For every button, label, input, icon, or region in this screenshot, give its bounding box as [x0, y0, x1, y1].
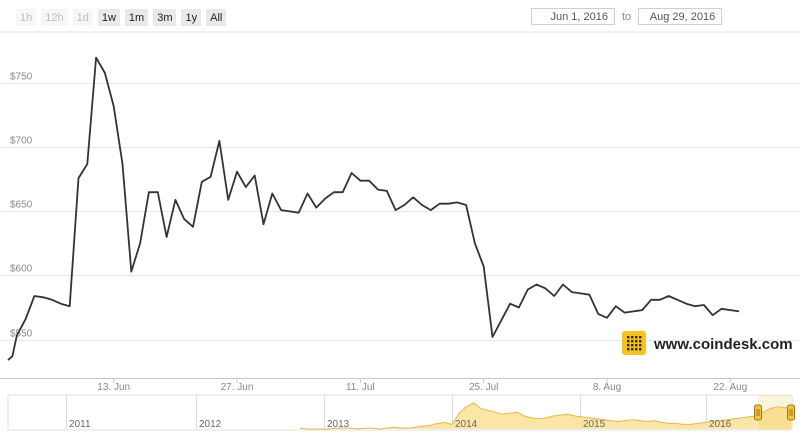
navigator-year-label: 2015 [583, 419, 606, 430]
navigator[interactable]: 2011 2012 2013 2014 2015 2016 [7, 394, 795, 431]
navigator-year-label: 2014 [455, 419, 478, 430]
zoom-button-12h: 12h [41, 9, 68, 26]
navigator-selection[interactable] [758, 395, 791, 430]
x-tick-label: 11. Jul [346, 382, 375, 393]
navigator-right-handle[interactable] [787, 404, 795, 421]
logo-dot [635, 344, 638, 347]
zoom-button-1y[interactable]: 1y [181, 9, 202, 26]
logo-dot [639, 344, 642, 347]
y-tick-label: $750 [10, 72, 33, 83]
logo-dot [627, 348, 630, 351]
price-series [7, 56, 740, 361]
price-line [7, 56, 740, 361]
navigator-year-label: 2012 [199, 419, 222, 430]
y-tick-label: $550 [10, 329, 33, 340]
navigator-year-label: 2011 [69, 419, 91, 430]
y-tick-label: $700 [10, 136, 33, 147]
x-axis: 13. Jun 27. Jun 11. Jul 25. Jul 8. Aug 22. Au… [0, 378, 800, 393]
zoom-button-1d: 1d [72, 9, 93, 26]
logo-dot [639, 348, 642, 351]
zoom-button-1w[interactable]: 1w [97, 9, 120, 26]
date-to-label: to [622, 10, 632, 23]
logo-dot [639, 336, 642, 339]
watermark-text: www.coindesk.com [653, 336, 793, 353]
logo-dot [631, 348, 634, 351]
zoom-button-all[interactable]: All [206, 9, 227, 26]
x-tick-label: 22. Aug [713, 382, 747, 393]
date-range: Jun 1, 2016 to Aug 29, 2016 [531, 8, 723, 25]
watermark: www.coindesk.com [622, 331, 793, 355]
logo-dot [627, 336, 630, 339]
to-date-input[interactable]: Aug 29, 2016 [638, 8, 723, 25]
logo-dot [639, 340, 642, 343]
navigator-left-handle[interactable] [754, 404, 762, 421]
zoom-button-3m[interactable]: 3m [153, 9, 177, 26]
logo-dot [635, 340, 638, 343]
coindesk-logo-icon [622, 331, 646, 355]
y-axis: $550 $600 $650 $700 $750 [10, 72, 33, 340]
x-tick-label: 8. Aug [593, 382, 621, 393]
navigator-year-label: 2013 [327, 419, 350, 430]
y-tick-label: $650 [10, 200, 33, 211]
logo-dot [627, 344, 630, 347]
logo-dot [635, 348, 638, 351]
x-tick-label: 25. Jul [469, 382, 498, 393]
zoom-button-1m[interactable]: 1m [124, 9, 149, 26]
logo-dot [631, 336, 634, 339]
logo-dot [631, 340, 634, 343]
zoom-button-1h: 1h [16, 9, 37, 26]
navigator-area [300, 403, 792, 429]
logo-dot [631, 344, 634, 347]
from-date-input[interactable]: Jun 1, 2016 [531, 8, 615, 25]
logo-dot [635, 336, 638, 339]
navigator-line [299, 402, 793, 430]
x-tick-label: 13. Jun [97, 382, 130, 393]
logo-dot [627, 340, 630, 343]
navigator-year-label: 2016 [709, 419, 732, 430]
x-tick-label: 27. Jun [221, 382, 254, 393]
grid [0, 31, 800, 341]
y-tick-label: $600 [10, 264, 33, 275]
zoom-bar: 1h 12h 1d 1w 1m 3m 1y All [16, 9, 227, 26]
